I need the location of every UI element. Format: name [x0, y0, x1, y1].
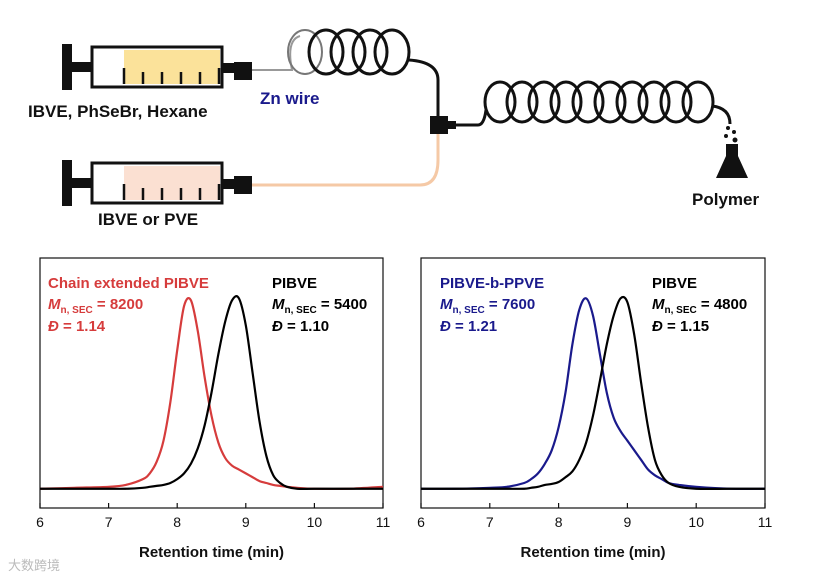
mn-value: = 5400: [317, 296, 367, 313]
mn-symbol: M: [48, 296, 61, 313]
x-axis-label: Retention time (min): [139, 544, 284, 561]
mn-symbol: M: [440, 296, 453, 313]
mn-symbol: M: [272, 296, 285, 313]
dispersity-annotation: Đ = 1.21: [440, 318, 497, 335]
dispersity-value: = 1.10: [283, 318, 329, 335]
mn-value: = 8200: [93, 296, 143, 313]
x-tick-label: 10: [307, 514, 323, 530]
mn-subscript: n, SEC: [665, 305, 697, 316]
x-tick-label: 10: [688, 514, 704, 530]
tube-zn: [252, 35, 301, 71]
product-label: Polymer: [692, 190, 759, 209]
mn-annotation: Mn, SEC = 4800: [652, 296, 747, 316]
syringe-bottom: [62, 160, 252, 206]
dispersity-annotation: Đ = 1.14: [48, 318, 106, 335]
tube: [456, 109, 488, 127]
x-tick-label: 7: [486, 514, 494, 530]
reactor-coil: [483, 80, 715, 124]
mn-subscript: n, SEC: [61, 305, 93, 316]
dispersity-symbol: Đ: [440, 318, 451, 335]
legend-entry: PIBVE: [272, 275, 317, 292]
wire-label: Zn wire: [260, 89, 320, 108]
dispersity-annotation: Đ = 1.15: [652, 318, 709, 335]
x-tick-label: 8: [173, 514, 181, 530]
dispersity-annotation: Đ = 1.10: [272, 318, 329, 335]
legend-entry: PIBVE: [652, 275, 697, 292]
syringe-top: [62, 44, 252, 90]
x-axis-label: Retention time (min): [521, 544, 666, 561]
dispersity-symbol: Đ: [48, 318, 59, 335]
mn-symbol: M: [652, 296, 665, 313]
mn-annotation: Mn, SEC = 5400: [272, 296, 367, 316]
x-tick-label: 11: [376, 514, 391, 530]
mn-value: = 4800: [697, 296, 747, 313]
plot-frame: [420, 257, 766, 509]
mn-value: = 7600: [485, 296, 535, 313]
series-line: [420, 297, 766, 491]
mixer: [430, 116, 448, 134]
x-tick-label: 7: [105, 514, 113, 530]
zn-coil: [287, 28, 411, 76]
dispersity-symbol: Đ: [652, 318, 663, 335]
mn-annotation: Mn, SEC = 7600: [440, 296, 535, 316]
legend-entry: Chain extended PIBVE: [48, 275, 209, 292]
watermark: 大数跨境: [8, 558, 60, 573]
legend-entry: PIBVE-b-PPVE: [440, 275, 544, 292]
mn-annotation: Mn, SEC = 8200: [48, 296, 143, 316]
syringe-label: IBVE or PVE: [98, 210, 198, 229]
dispersity-value: = 1.21: [451, 318, 497, 335]
flask: [716, 126, 748, 178]
mn-subscript: n, SEC: [453, 305, 485, 316]
x-tick-label: 6: [36, 514, 44, 530]
x-tick-label: 6: [417, 514, 425, 530]
tube: [711, 104, 732, 125]
series-line: [420, 295, 765, 491]
series-line: [39, 297, 384, 491]
dispersity-value: = 1.15: [663, 318, 709, 335]
x-tick-label: 8: [555, 514, 563, 530]
tube: [408, 58, 440, 118]
x-tick-label: 9: [624, 514, 632, 530]
plot-frame: [39, 257, 384, 509]
dispersity-symbol: Đ: [272, 318, 283, 335]
mn-subscript: n, SEC: [285, 305, 317, 316]
mixer: [448, 121, 456, 129]
tube: [252, 134, 440, 187]
series-line: [39, 295, 383, 491]
dispersity-value: = 1.14: [59, 318, 106, 335]
syringe-label: IBVE, PhSeBr, Hexane: [28, 102, 208, 121]
x-tick-label: 9: [242, 514, 250, 530]
x-tick-label: 11: [758, 514, 773, 530]
